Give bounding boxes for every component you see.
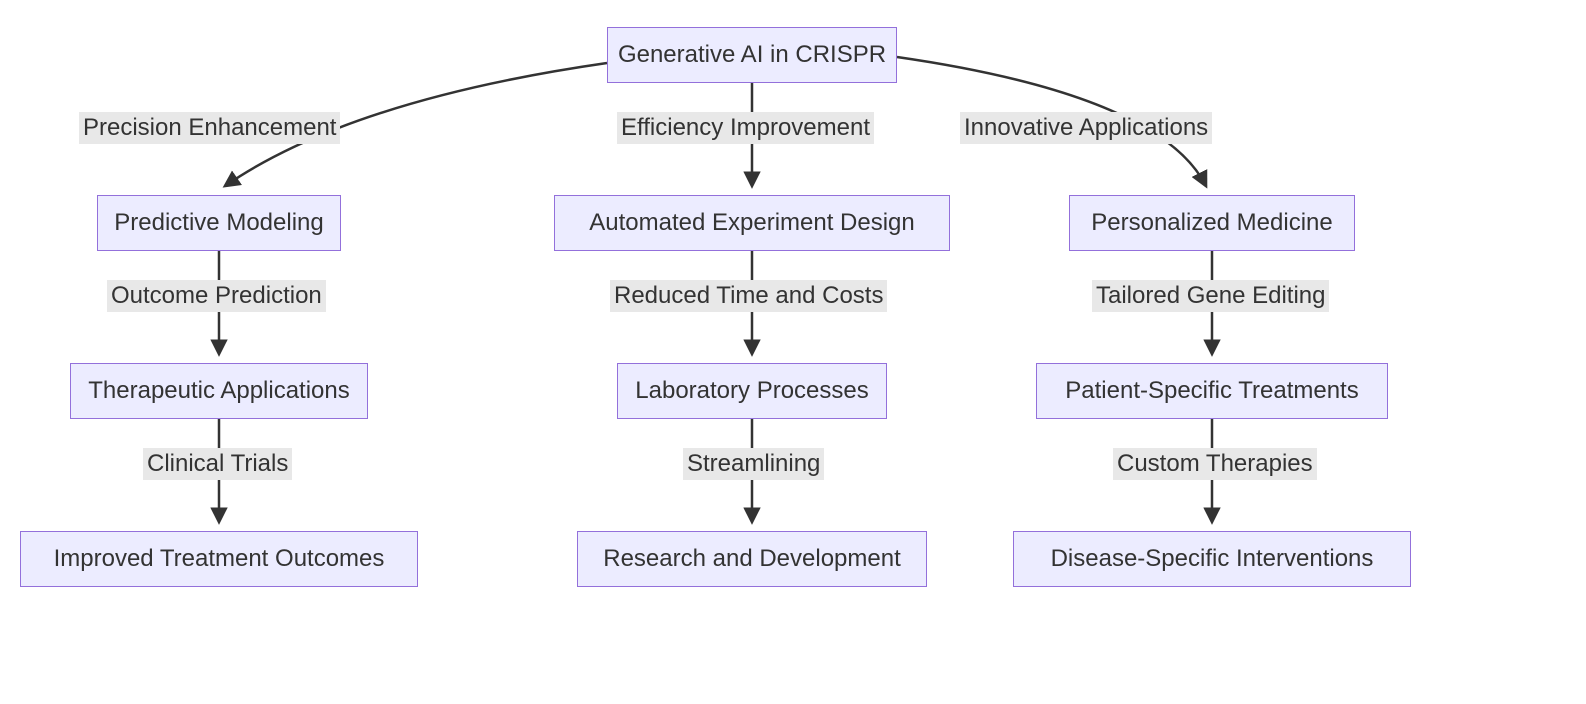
- edge-label-outcome-prediction: Outcome Prediction: [107, 280, 326, 312]
- node-automated-experiment-design: Automated Experiment Design: [554, 195, 950, 251]
- edge-label-innovative-applications: Innovative Applications: [960, 112, 1212, 144]
- edge-label-custom-therapies: Custom Therapies: [1113, 448, 1317, 480]
- node-therapeutic-applications: Therapeutic Applications: [70, 363, 368, 419]
- node-personalized-medicine: Personalized Medicine: [1069, 195, 1355, 251]
- node-patient-specific-treatments: Patient-Specific Treatments: [1036, 363, 1388, 419]
- node-laboratory-processes: Laboratory Processes: [617, 363, 887, 419]
- node-root: Generative AI in CRISPR: [607, 27, 897, 83]
- edge-label-reduced-time-costs: Reduced Time and Costs: [610, 280, 887, 312]
- edge-label-precision-enhancement: Precision Enhancement: [79, 112, 340, 144]
- edge-label-clinical-trials: Clinical Trials: [143, 448, 292, 480]
- node-predictive-modeling: Predictive Modeling: [97, 195, 341, 251]
- node-disease-specific-interventions: Disease-Specific Interventions: [1013, 531, 1411, 587]
- node-improved-treatment-outcomes: Improved Treatment Outcomes: [20, 531, 418, 587]
- edge-label-streamlining: Streamlining: [683, 448, 824, 480]
- node-research-and-development: Research and Development: [577, 531, 927, 587]
- edge-label-efficiency-improvement: Efficiency Improvement: [617, 112, 874, 144]
- edges-layer: [0, 0, 1586, 704]
- edge-label-tailored-gene-editing: Tailored Gene Editing: [1092, 280, 1329, 312]
